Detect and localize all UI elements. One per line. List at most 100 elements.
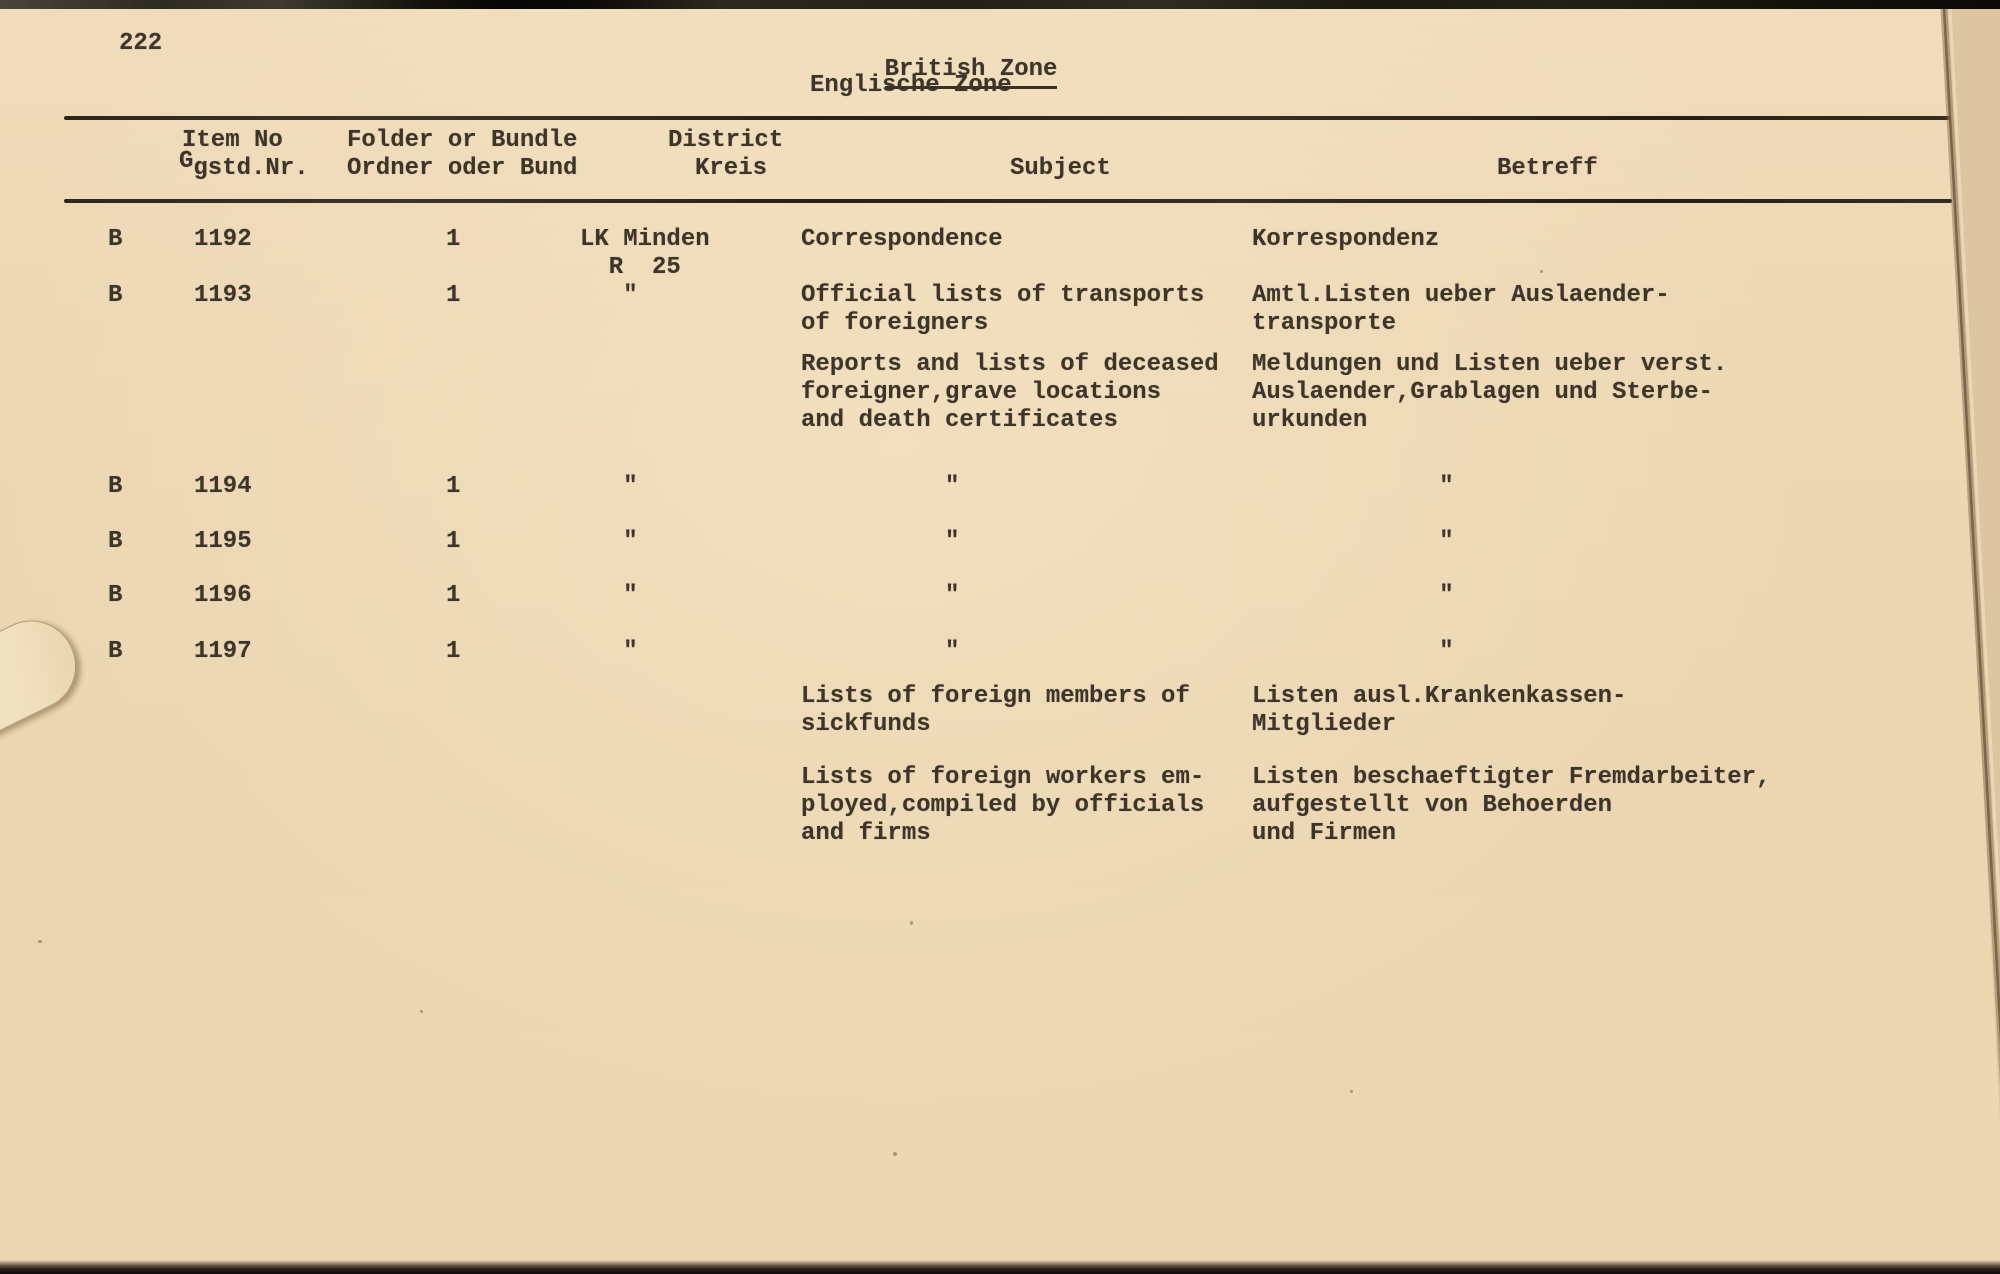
paper-speck bbox=[1540, 270, 1543, 273]
row-folder: 1 bbox=[446, 226, 460, 254]
row-folder: 1 bbox=[446, 638, 460, 666]
row-subject-de: Listen ausl.Krankenkassen- Mitglieder bbox=[1252, 683, 1626, 739]
row-subject-en: Reports and lists of deceased foreigner,g… bbox=[801, 351, 1219, 435]
page-title: British Zone bbox=[827, 28, 1058, 112]
row-subject-en-line: Lists of foreign members of bbox=[801, 683, 1190, 710]
scan-top-edge bbox=[0, 0, 2000, 9]
row-series-line: B bbox=[108, 582, 123, 609]
row-district-line: " bbox=[580, 473, 638, 500]
paper-speck bbox=[910, 921, 913, 925]
row-subject-de-line: Amtl.Listen ueber Auslaender- bbox=[1252, 282, 1670, 309]
row-series-line: B bbox=[108, 226, 123, 253]
row-subject-en: Correspondence bbox=[801, 226, 1003, 254]
row-district-line: " bbox=[580, 582, 638, 609]
row-subject-en-line: Lists of foreign workers em- bbox=[801, 764, 1205, 791]
left-page-tab bbox=[0, 605, 91, 781]
row-item-no-line: 1195 bbox=[194, 528, 252, 555]
page-crease-shadow bbox=[1940, 8, 2000, 1085]
column-header-folder-de: Ordner oder Bund bbox=[347, 155, 578, 182]
row-item-no-line: 1192 bbox=[194, 226, 252, 253]
row-subject-de-line: Mitglieder bbox=[1252, 711, 1397, 738]
row-district-line: " bbox=[580, 528, 638, 555]
page-crease-highlight bbox=[1948, 8, 2000, 941]
row-subject-de-line: transporte bbox=[1252, 310, 1397, 337]
paper-speck bbox=[893, 1152, 897, 1156]
row-subject-en: " bbox=[801, 638, 959, 666]
row-folder-line: 1 bbox=[446, 528, 461, 555]
row-series: B bbox=[108, 638, 122, 666]
paper-speck bbox=[38, 940, 42, 943]
row-subject-de-line: " bbox=[1252, 582, 1454, 609]
row-item-no-line: 1197 bbox=[194, 638, 252, 665]
row-subject-en-line: " bbox=[801, 528, 960, 555]
paper-speck bbox=[420, 1010, 423, 1013]
row-series-line: B bbox=[108, 282, 123, 309]
row-series-line: B bbox=[108, 528, 123, 555]
column-header-item-no-de: Ggstd.Nr. bbox=[179, 148, 309, 183]
row-series-line: B bbox=[108, 473, 123, 500]
column-header-subject-en: Subject bbox=[1010, 155, 1111, 182]
row-subject-en-line: and firms bbox=[801, 820, 931, 847]
column-header-item-no-de-text: gstd.Nr. bbox=[193, 155, 309, 182]
row-subject-de-line: Korrespondenz bbox=[1252, 226, 1440, 253]
row-item-no: 1194 bbox=[194, 473, 252, 501]
row-subject-en-line: Reports and lists of deceased bbox=[801, 351, 1219, 378]
row-item-no-line: 1196 bbox=[194, 582, 252, 609]
row-folder: 1 bbox=[446, 282, 460, 310]
row-district: " bbox=[580, 282, 638, 310]
row-subject-de-line: Listen beschaeftigter Fremdarbeiter, bbox=[1252, 764, 1771, 791]
column-header-item-no-en: Item No bbox=[182, 127, 283, 154]
table-header-rule bbox=[64, 199, 1952, 203]
row-subject-en-line: and death certificates bbox=[801, 407, 1118, 434]
row-district: " bbox=[580, 638, 637, 666]
row-folder-line: 1 bbox=[446, 638, 461, 665]
row-subject-de: " bbox=[1252, 473, 1454, 501]
row-series: B bbox=[108, 473, 122, 501]
column-header-district-en: District bbox=[668, 127, 784, 154]
row-subject-de-line: urkunden bbox=[1252, 407, 1368, 434]
row-subject-en-line: of foreigners bbox=[801, 310, 989, 337]
row-item-no: 1192 bbox=[194, 226, 252, 254]
column-header-subject-de: Betreff bbox=[1497, 155, 1598, 182]
row-subject-en: " bbox=[801, 473, 959, 501]
row-item-no-line: 1193 bbox=[194, 282, 252, 309]
row-subject-en: Lists of foreign workers em-ployed,compi… bbox=[801, 764, 1204, 848]
row-subject-en: " bbox=[801, 528, 959, 556]
row-subject-en: Official lists of transports of foreigner… bbox=[801, 282, 1204, 338]
row-subject-en-line: " bbox=[801, 473, 960, 500]
page-subtitle: Englische Zone bbox=[810, 72, 1012, 99]
row-district: " bbox=[580, 473, 638, 501]
row-subject-de: " bbox=[1252, 582, 1454, 610]
page-title-text: British Zone bbox=[884, 56, 1058, 89]
next-page-sliver bbox=[1944, 9, 2000, 1120]
row-series: B bbox=[108, 226, 122, 254]
row-subject-de: " bbox=[1252, 528, 1454, 556]
row-subject-en-line: Official lists of transports bbox=[801, 282, 1205, 309]
row-item-no: 1197 bbox=[194, 638, 252, 666]
row-series-line: B bbox=[108, 638, 123, 665]
row-folder: 1 bbox=[446, 582, 460, 610]
row-folder: 1 bbox=[446, 528, 460, 556]
row-series: B bbox=[108, 282, 122, 310]
row-series: B bbox=[108, 528, 122, 556]
row-subject-de-line: " bbox=[1252, 638, 1454, 665]
row-subject-en-line: sickfunds bbox=[801, 711, 931, 738]
row-subject-de-line: " bbox=[1252, 528, 1454, 555]
row-item-no: 1196 bbox=[194, 582, 252, 610]
row-item-no-line: 1194 bbox=[194, 473, 252, 500]
row-district-line: " bbox=[580, 282, 638, 309]
row-subject-de: Meldungen und Listen ueber verst. Auslaen… bbox=[1252, 351, 1727, 435]
row-subject-de: Listen beschaeftigter Fremdarbeiter, aufg… bbox=[1252, 764, 1770, 848]
row-district: " bbox=[580, 528, 638, 556]
row-item-no: 1193 bbox=[194, 282, 252, 310]
row-folder: 1 bbox=[446, 473, 460, 501]
row-subject-de-line: aufgestellt von Behoerden bbox=[1252, 792, 1613, 819]
row-district: " bbox=[580, 582, 638, 610]
row-subject-en-line: " bbox=[801, 582, 960, 609]
row-subject-de-line: " bbox=[1252, 473, 1454, 500]
row-subject-de-line: Meldungen und Listen ueber verst. bbox=[1252, 351, 1728, 378]
row-district-line: LK Minden bbox=[580, 226, 710, 253]
page-number: 222 bbox=[119, 30, 163, 57]
